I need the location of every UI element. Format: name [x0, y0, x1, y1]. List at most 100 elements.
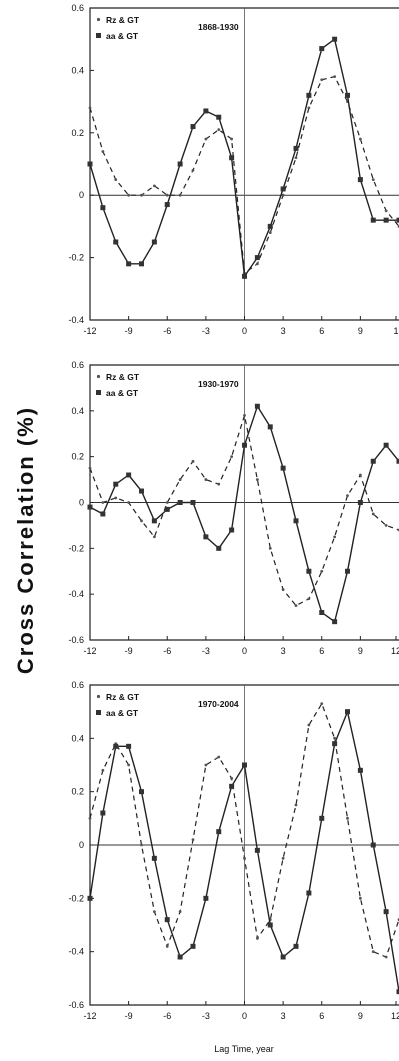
data-point	[101, 501, 105, 504]
y-tick-label: 0.2	[71, 452, 84, 462]
data-point	[127, 501, 131, 504]
data-point	[320, 78, 324, 82]
x-tick-label: 9	[358, 646, 363, 656]
x-tick-label: 6	[319, 326, 324, 336]
data-point	[216, 829, 222, 835]
data-point	[127, 763, 131, 767]
data-point	[113, 239, 119, 245]
data-point	[267, 922, 273, 928]
data-point	[87, 161, 93, 167]
data-point	[229, 155, 235, 161]
y-tick-label: 0.2	[71, 128, 84, 138]
data-point	[357, 177, 363, 183]
period-label: 1868-1930	[198, 22, 239, 32]
x-tick-label: -6	[163, 1011, 171, 1021]
y-tick-label: 0	[79, 190, 84, 200]
x-tick-label: 3	[281, 326, 286, 336]
data-point	[87, 895, 93, 901]
data-point	[346, 494, 349, 498]
y-tick-label: 0	[79, 498, 84, 508]
data-point	[204, 478, 208, 481]
data-point	[370, 842, 376, 848]
panel-2: 0.6 0.4 0.2 0 -0.2 -0.4 -0.6-12 -9 -6 -3 0 3 6 9 12 Rz …	[68, 360, 399, 656]
data-point	[320, 702, 324, 706]
x-tick-label: -6	[163, 326, 171, 336]
data-point	[101, 768, 105, 772]
data-point	[216, 545, 222, 551]
data-point	[151, 239, 157, 245]
data-point	[358, 473, 362, 477]
legend-label: Rz & GT	[106, 15, 140, 25]
data-point	[88, 816, 92, 820]
data-point	[307, 106, 311, 110]
legend: Rz & GT aa & GT	[96, 372, 140, 398]
data-point	[100, 205, 106, 211]
data-point	[151, 855, 157, 861]
data-point	[178, 193, 182, 197]
data-point	[306, 92, 312, 98]
data-point	[101, 150, 105, 153]
data-point	[255, 262, 259, 266]
data-point	[139, 789, 144, 795]
data-point	[151, 518, 157, 524]
data-point	[165, 944, 169, 948]
data-point	[152, 535, 156, 539]
data-point	[319, 610, 325, 615]
legend: Rz & GT aa & GT	[96, 15, 140, 41]
data-point	[357, 500, 363, 505]
data-point	[293, 518, 299, 524]
legend-marker	[96, 17, 101, 22]
data-point	[396, 217, 399, 223]
x-tick-label: 6	[319, 646, 324, 656]
data-point	[126, 472, 132, 478]
data-point	[370, 458, 376, 464]
data-point	[280, 954, 286, 960]
data-point	[280, 465, 286, 471]
data-point	[306, 568, 312, 574]
data-point	[333, 75, 337, 79]
data-point	[165, 501, 169, 504]
data-point	[191, 459, 195, 463]
data-point	[280, 186, 286, 192]
x-tick-label: -3	[202, 1011, 210, 1021]
data-point	[242, 442, 247, 448]
data-point	[217, 128, 221, 132]
data-point	[216, 114, 222, 120]
data-point	[242, 762, 247, 768]
data-point	[358, 137, 362, 141]
data-point	[384, 955, 388, 959]
data-point	[177, 161, 183, 167]
y-tick-label: 0.6	[71, 360, 84, 370]
data-point	[371, 178, 375, 182]
legend-label: Rz & GT	[106, 372, 140, 382]
data-point	[332, 741, 338, 747]
data-point	[293, 145, 299, 151]
data-point	[87, 504, 93, 510]
data-point	[164, 202, 170, 208]
data-point	[217, 755, 221, 759]
series-group	[87, 403, 399, 625]
data-point	[384, 524, 388, 527]
data-point	[268, 231, 272, 235]
data-point	[333, 736, 337, 740]
legend-marker	[96, 710, 101, 715]
data-point	[204, 137, 208, 141]
data-point	[190, 124, 196, 130]
x-tick-label: -3	[202, 646, 210, 656]
data-point	[307, 597, 311, 601]
data-point	[114, 178, 118, 182]
data-point	[243, 414, 246, 417]
data-point	[293, 943, 299, 949]
x-tick-label: -12	[83, 1011, 96, 1021]
data-point	[281, 856, 285, 860]
data-point	[267, 424, 273, 430]
data-point	[383, 217, 389, 223]
y-tick-label: -0.4	[68, 315, 84, 325]
y-tick-label: -0.4	[68, 589, 84, 599]
data-point	[396, 458, 399, 464]
data-point	[243, 856, 246, 860]
data-point	[294, 604, 298, 608]
data-point	[294, 156, 298, 160]
data-point	[319, 815, 325, 821]
